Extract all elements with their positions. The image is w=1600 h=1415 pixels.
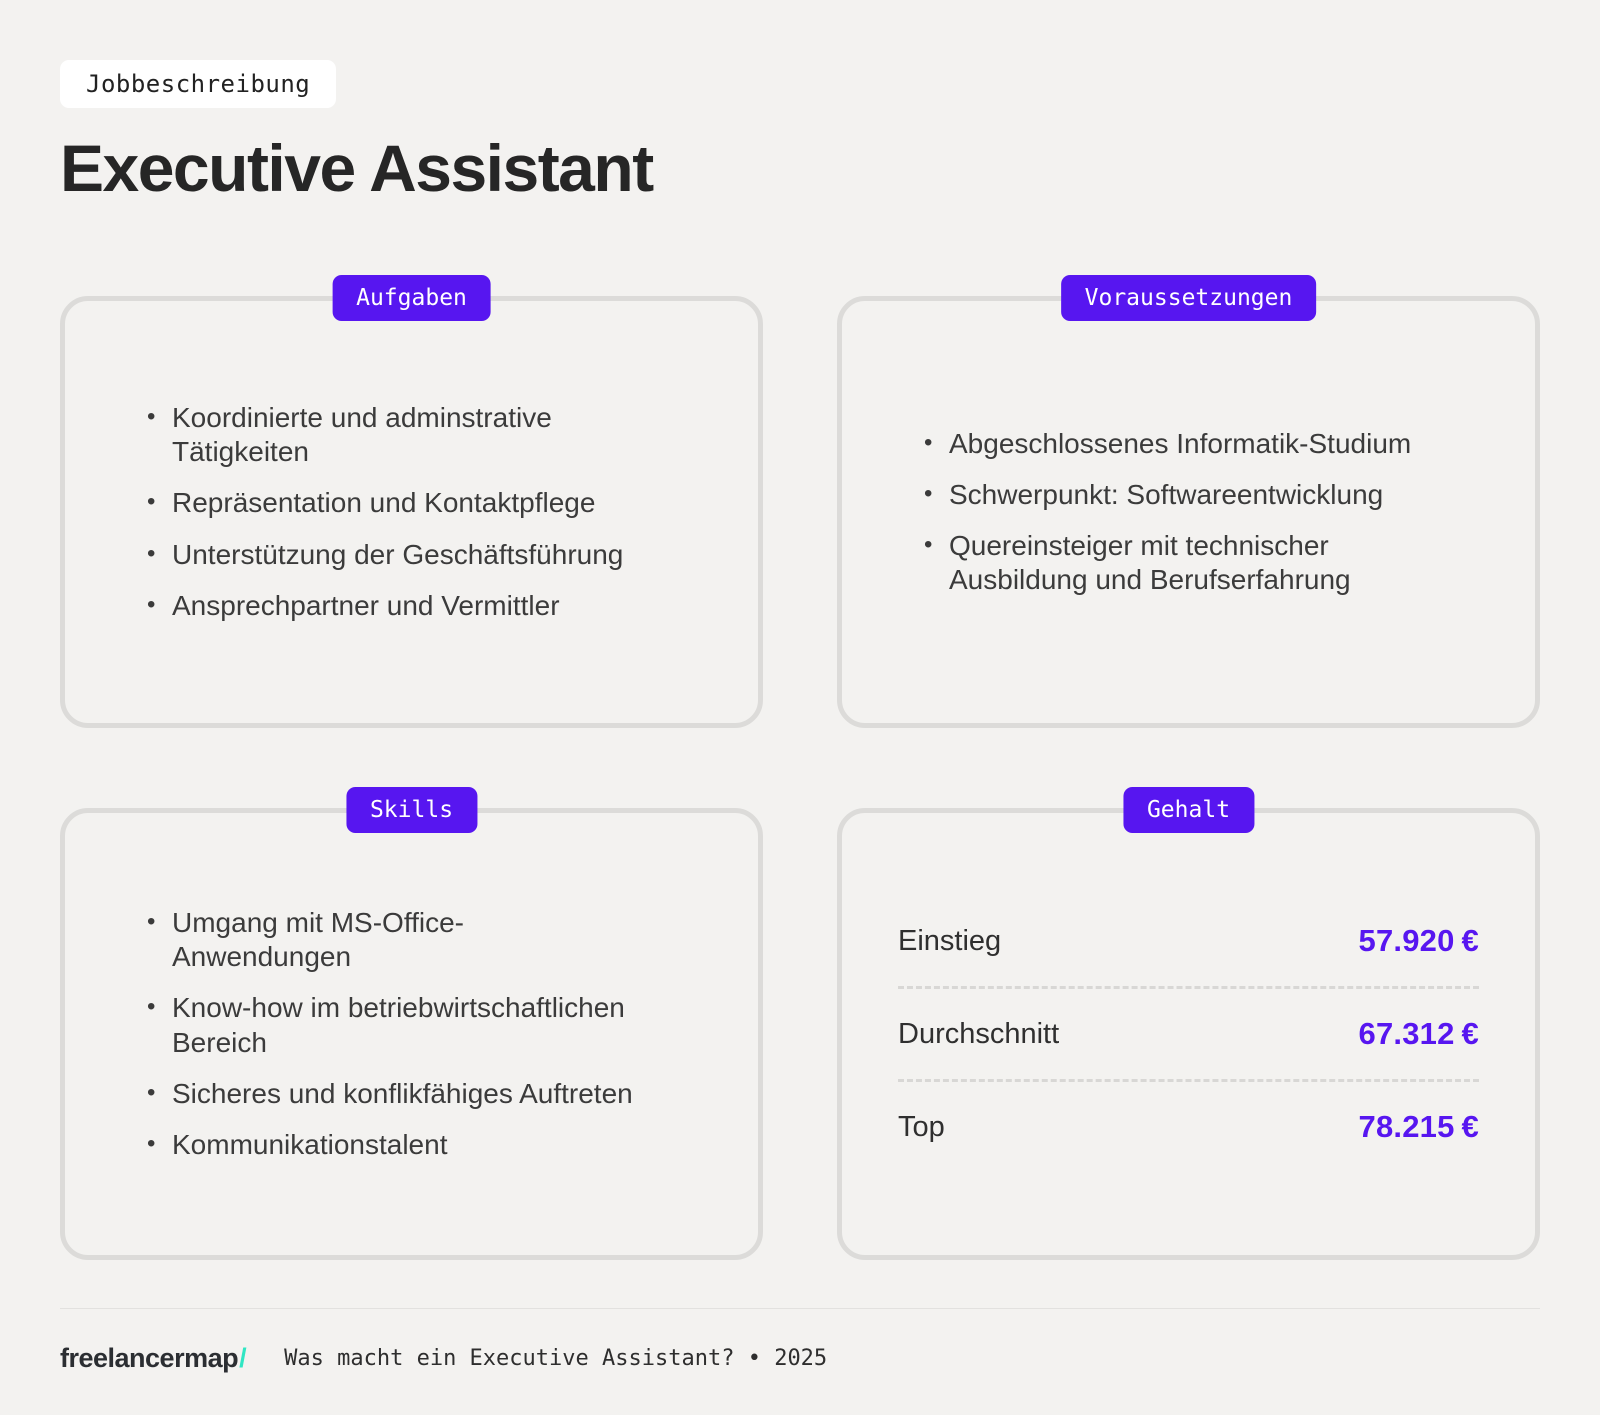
footer-divider [60, 1308, 1540, 1309]
page-title: Executive Assistant [60, 131, 654, 205]
badge-voraussetzungen: Voraussetzungen [1060, 275, 1317, 321]
list-item: Kommunikationstalent [145, 1128, 708, 1162]
list-item: Ansprechpartner und Vermittler [145, 589, 708, 623]
list-item: Unterstützung der Geschäftsführung [145, 538, 708, 572]
salary-label: Einstieg [898, 924, 1002, 957]
category-chip-label: Jobbeschreibung [86, 70, 311, 98]
card-skills: Skills Umgang mit MS-Office- Anwendungen… [60, 787, 763, 1260]
dashed-divider [898, 1079, 1479, 1082]
brand-slash-icon: / [239, 1343, 247, 1373]
freelancermap-logo: freelancermap/ [60, 1343, 247, 1374]
dashed-divider [898, 986, 1479, 989]
skills-list: Umgang mit MS-Office- Anwendungen Know-h… [65, 813, 758, 1255]
list-item: Schwerpunkt: Softwareentwicklung [922, 478, 1485, 512]
list-item: Quereinsteiger mit technischer Ausbildun… [922, 529, 1485, 597]
list-item: Umgang mit MS-Office- Anwendungen [145, 906, 708, 974]
cards-grid: Aufgaben Koordinierte und adminstrative … [60, 275, 1540, 1260]
card-voraussetzungen: Voraussetzungen Abgeschlossenes Informat… [837, 275, 1540, 728]
salary-row-durchschnitt: Durchschnitt 67.312 € [898, 989, 1479, 1079]
euro-sign: € [1461, 1016, 1479, 1051]
card-gehalt: Gehalt Einstieg 57.920 € Durchschnitt 67.… [837, 787, 1540, 1260]
list-item: Abgeschlossenes Informatik-Studium [922, 427, 1485, 461]
list-item: Know-how im betriebwirtschaftlichen Bere… [145, 991, 708, 1059]
salary-amount: 57.920 [1358, 923, 1455, 958]
euro-sign: € [1461, 923, 1479, 958]
salary-amount: 67.312 [1358, 1016, 1455, 1051]
footer-caption: Was macht ein Executive Assistant? • 202… [284, 1346, 828, 1371]
salary-value: 57.920 € [1359, 923, 1479, 959]
salary-label: Durchschnitt [898, 1017, 1060, 1050]
voraussetzungen-list: Abgeschlossenes Informatik-Studium Schwe… [842, 301, 1535, 723]
badge-gehalt: Gehalt [1122, 787, 1255, 833]
euro-sign: € [1461, 1109, 1479, 1144]
list-item: Repräsentation und Kontaktpflege [145, 486, 708, 520]
list-item: Koordinierte und adminstrative Tätigkeit… [145, 401, 708, 469]
salary-label: Top [898, 1110, 945, 1143]
badge-skills: Skills [345, 787, 478, 833]
card-aufgaben: Aufgaben Koordinierte und adminstrative … [60, 275, 763, 728]
footer: freelancermap/ Was macht ein Executive A… [60, 1308, 1540, 1374]
list-item: Sicheres und konflikfähiges Auftreten [145, 1077, 708, 1111]
salary-amount: 78.215 [1358, 1109, 1455, 1144]
category-chip: Jobbeschreibung [60, 60, 337, 108]
brand-name: freelancermap [60, 1343, 239, 1373]
salary-row-einstieg: Einstieg 57.920 € [898, 896, 1479, 986]
salary-row-top: Top 78.215 € [898, 1082, 1479, 1172]
badge-aufgaben: Aufgaben [332, 275, 491, 321]
salary-table: Einstieg 57.920 € Durchschnitt 67.312 € To… [842, 813, 1535, 1255]
aufgaben-list: Koordinierte und adminstrative Tätigkeit… [65, 301, 758, 723]
salary-value: 67.312 € [1359, 1016, 1479, 1052]
salary-value: 78.215 € [1359, 1109, 1479, 1145]
footer-row: freelancermap/ Was macht ein Executive A… [60, 1343, 1540, 1374]
